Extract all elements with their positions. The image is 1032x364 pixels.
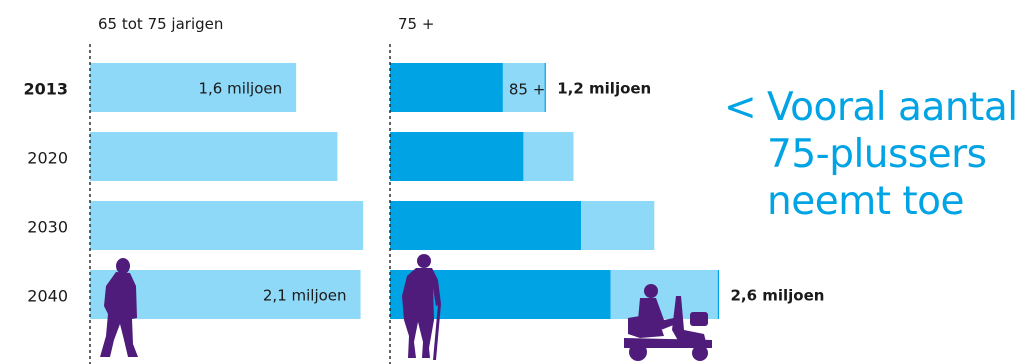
category-label-2020: 2020 (27, 149, 68, 168)
annotation-panel1-2040: 2,1 miljoen (263, 287, 347, 305)
series-label-85: 85 + (509, 81, 545, 99)
bar-panel1-2030-s1 (90, 201, 364, 250)
headline-line-1: Vooral aantal (767, 85, 1018, 130)
bar-panel2-2020-s1 (390, 132, 524, 181)
headline-line-2: 75-plussers (767, 132, 987, 177)
bar-panel2-2030-s2 (581, 201, 655, 250)
axes-layer (89, 44, 720, 364)
walking-man-icon (100, 258, 138, 357)
headline-line-3: neemt toe (767, 179, 965, 224)
category-label-2040: 2040 (27, 287, 68, 306)
bar-panel1-2020-s1 (90, 132, 338, 181)
annotation-panel2-2040: 2,6 miljoen (730, 287, 824, 305)
annotation-panel1-2013: 1,6 miljoen (198, 80, 282, 98)
annotation-panel2-2013: 1,2 miljoen (557, 80, 651, 98)
mobility-scooter-icon (624, 284, 712, 361)
panel-title-2: 75 + (398, 15, 434, 33)
category-label-2030: 2030 (27, 218, 68, 237)
bar-panel2-2013-s1 (390, 63, 503, 112)
headline-text: Vooral aantal 75-plussers neemt toe (767, 84, 1027, 225)
bars-layer (90, 63, 719, 319)
category-label-2013: 2013 (23, 80, 68, 99)
bar-panel1-2013-s1 (90, 63, 297, 112)
bar-panel2-2040-s2 (610, 270, 719, 319)
bar-panel2-2013-s2 (502, 63, 546, 112)
bar-panel2-2030-s1 (390, 201, 582, 250)
labels-layer: 2013 2020 2030 2040 65 tot 75 jarigen 1,6 mil… (23, 15, 824, 306)
headline-marker: < (724, 85, 757, 130)
elderly-with-cane-icon (402, 254, 441, 360)
bar-panel2-2020-s2 (523, 132, 574, 181)
panel-title-1: 65 tot 75 jarigen (98, 15, 223, 33)
